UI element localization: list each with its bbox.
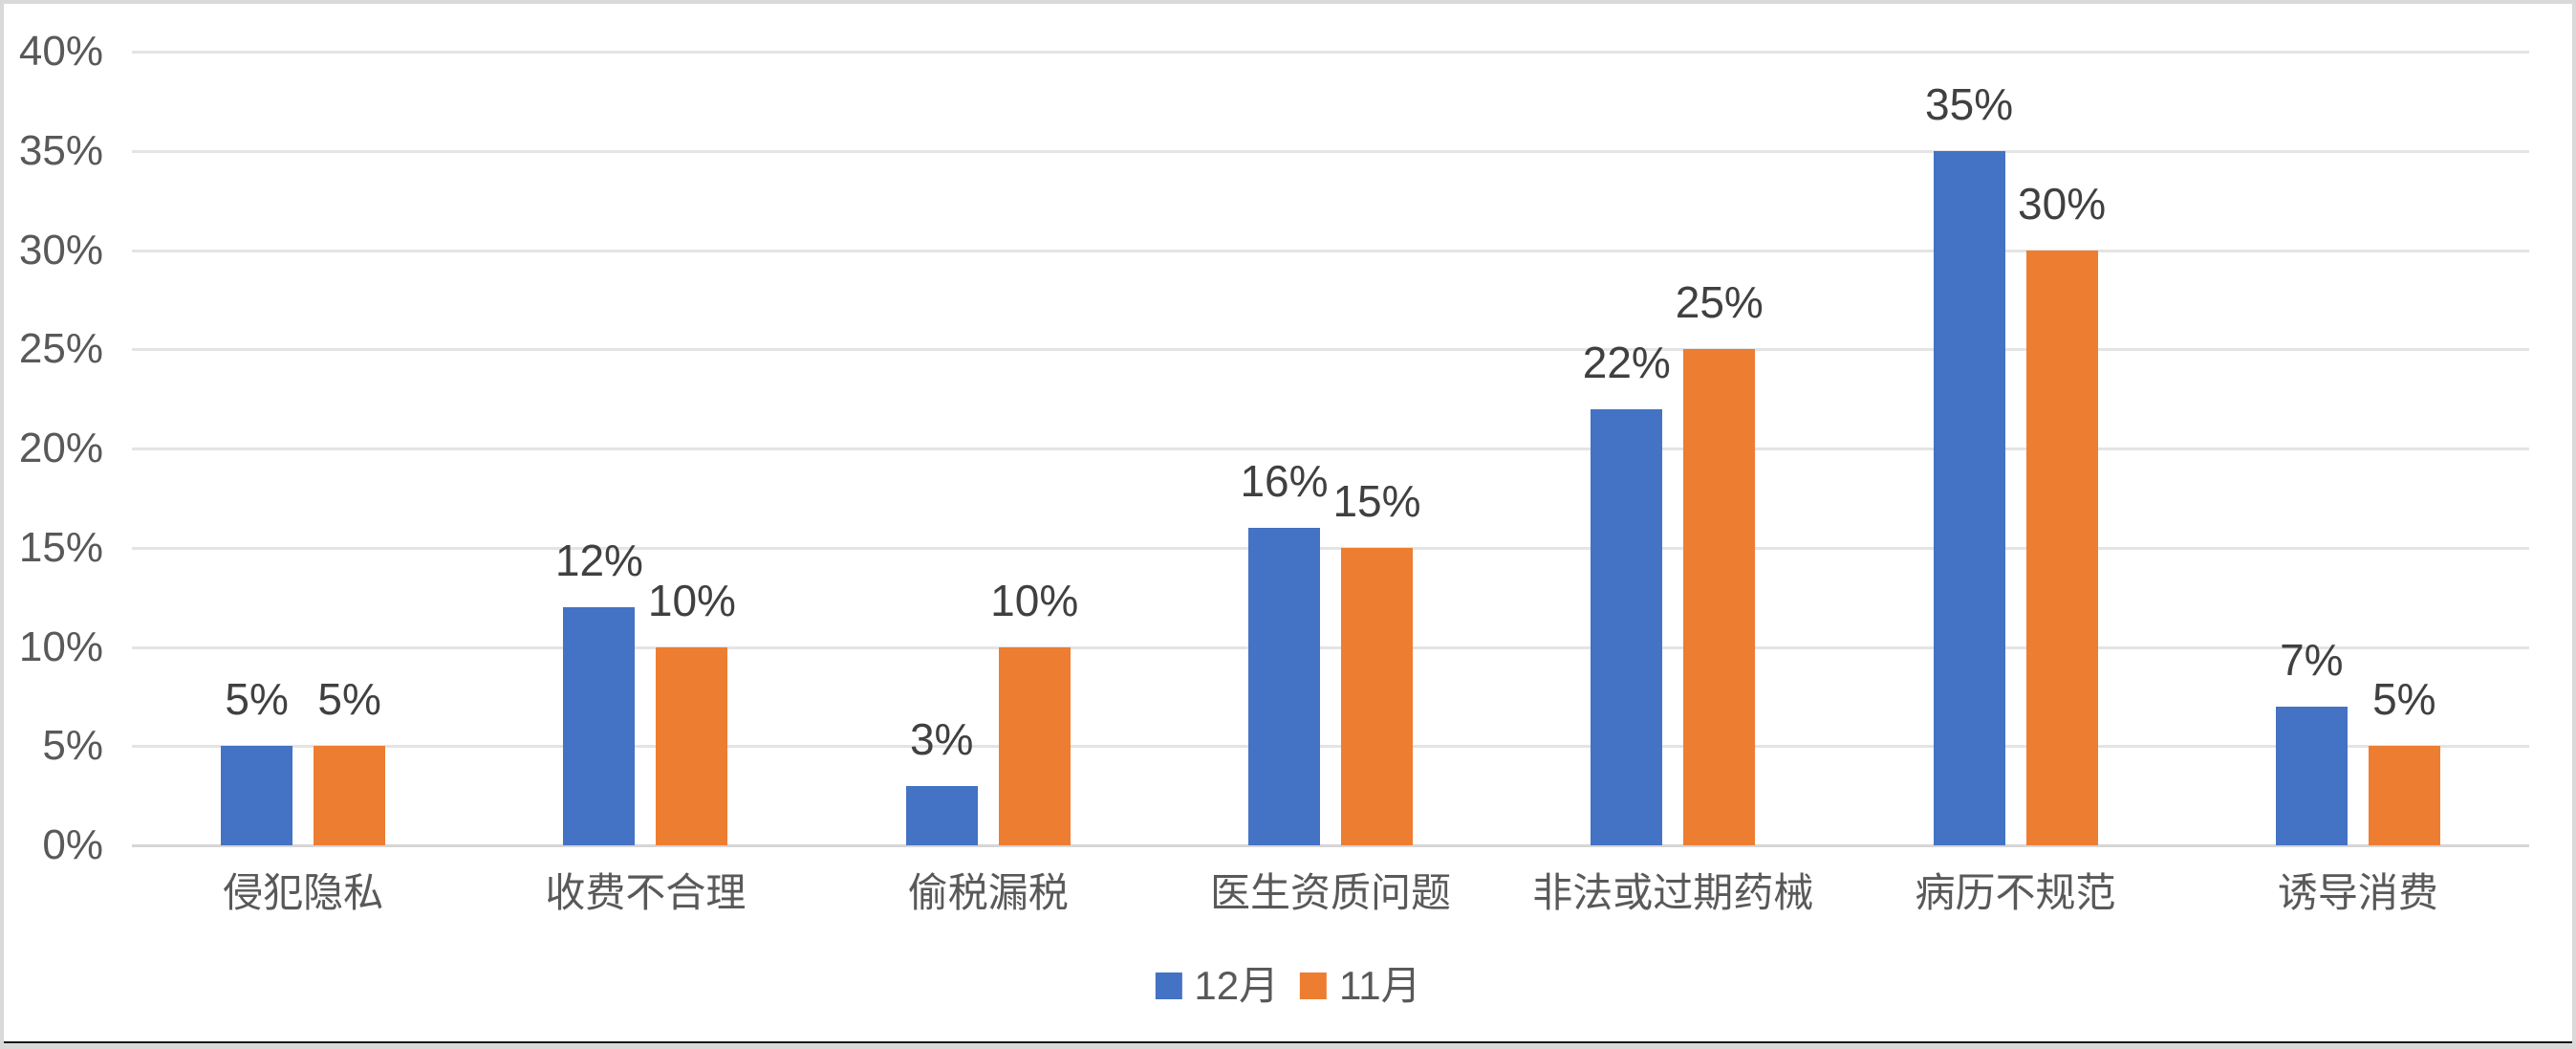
category-label-2: 收费不合理 bbox=[545, 870, 747, 915]
y-tick-label-40: 40% bbox=[18, 28, 103, 75]
bar-series2-cat3 bbox=[998, 646, 1071, 845]
y-tick-label-20: 20% bbox=[18, 425, 103, 471]
y-tick-label-25: 25% bbox=[18, 325, 103, 373]
gridline-35 bbox=[132, 149, 2529, 153]
gridline-10 bbox=[132, 645, 2529, 649]
chart-bottom-edge bbox=[4, 1041, 2572, 1043]
legend-item-1: 12月 bbox=[1155, 964, 1279, 1008]
category-label-5: 非法或过期药械 bbox=[1532, 870, 1814, 915]
category-label-3: 偷税漏税 bbox=[907, 870, 1069, 915]
data-label-series2-cat7: 5% bbox=[2372, 674, 2436, 725]
category-label-6: 病历不规范 bbox=[1915, 870, 2116, 915]
data-label-series2-cat1: 5% bbox=[317, 674, 381, 725]
y-tick-label-15: 15% bbox=[18, 523, 103, 571]
gridline-30 bbox=[132, 249, 2529, 252]
bar-series2-cat4 bbox=[1341, 547, 1413, 845]
data-label-series2-cat5: 25% bbox=[1675, 277, 1764, 328]
data-label-series1-cat3: 3% bbox=[909, 713, 974, 764]
legend-item-2: 11月 bbox=[1300, 964, 1421, 1008]
data-label-series1-cat6: 35% bbox=[1925, 78, 2014, 129]
data-label-series1-cat2: 12% bbox=[554, 535, 643, 585]
legend-swatch-1 bbox=[1155, 973, 1182, 999]
gridline-25 bbox=[132, 348, 2529, 352]
x-axis-line bbox=[132, 844, 2529, 847]
bar-series1-cat1 bbox=[221, 746, 293, 845]
gridline-20 bbox=[132, 448, 2529, 450]
bar-series2-cat5 bbox=[1683, 349, 1756, 845]
legend: 12月 11月 bbox=[1155, 964, 1421, 1008]
bar-series2-cat2 bbox=[656, 646, 728, 845]
y-tick-label-0: 0% bbox=[42, 821, 103, 868]
data-label-series2-cat6: 30% bbox=[2018, 178, 2107, 229]
y-tick-label-35: 35% bbox=[18, 126, 103, 174]
legend-swatch-2 bbox=[1300, 973, 1328, 999]
bar-series2-cat1 bbox=[314, 746, 386, 845]
y-tick-label-10: 10% bbox=[18, 623, 103, 670]
bar-series1-cat4 bbox=[1248, 528, 1320, 845]
category-label-7: 诱导消费 bbox=[2277, 870, 2438, 915]
data-label-series1-cat7: 7% bbox=[2280, 634, 2344, 685]
gridline-40 bbox=[132, 51, 2529, 54]
bar-series1-cat6 bbox=[1933, 150, 2005, 845]
legend-label-1: 12月 bbox=[1194, 963, 1280, 1008]
data-label-series1-cat1: 5% bbox=[225, 674, 289, 725]
bar-series1-cat3 bbox=[905, 785, 978, 845]
bar-series2-cat6 bbox=[2025, 250, 2098, 845]
data-label-series1-cat5: 22% bbox=[1582, 337, 1671, 387]
data-label-series2-cat4: 15% bbox=[1332, 475, 1421, 526]
bar-series1-cat2 bbox=[563, 607, 636, 845]
data-label-series1-cat4: 16% bbox=[1240, 456, 1329, 506]
category-label-1: 侵犯隐私 bbox=[223, 870, 384, 915]
legend-label-2: 11月 bbox=[1339, 963, 1421, 1008]
bar-series1-cat7 bbox=[2275, 706, 2348, 845]
data-label-series2-cat3: 10% bbox=[990, 575, 1079, 625]
category-label-4: 医生资质问题 bbox=[1209, 870, 1452, 915]
gridline-5 bbox=[132, 745, 2529, 749]
gridline-15 bbox=[132, 546, 2529, 550]
y-tick-label-5: 5% bbox=[42, 722, 103, 770]
data-label-series2-cat2: 10% bbox=[647, 575, 736, 625]
bar-series2-cat7 bbox=[2368, 746, 2440, 845]
bar-series1-cat5 bbox=[1591, 408, 1663, 845]
y-tick-label-30: 30% bbox=[18, 226, 103, 273]
